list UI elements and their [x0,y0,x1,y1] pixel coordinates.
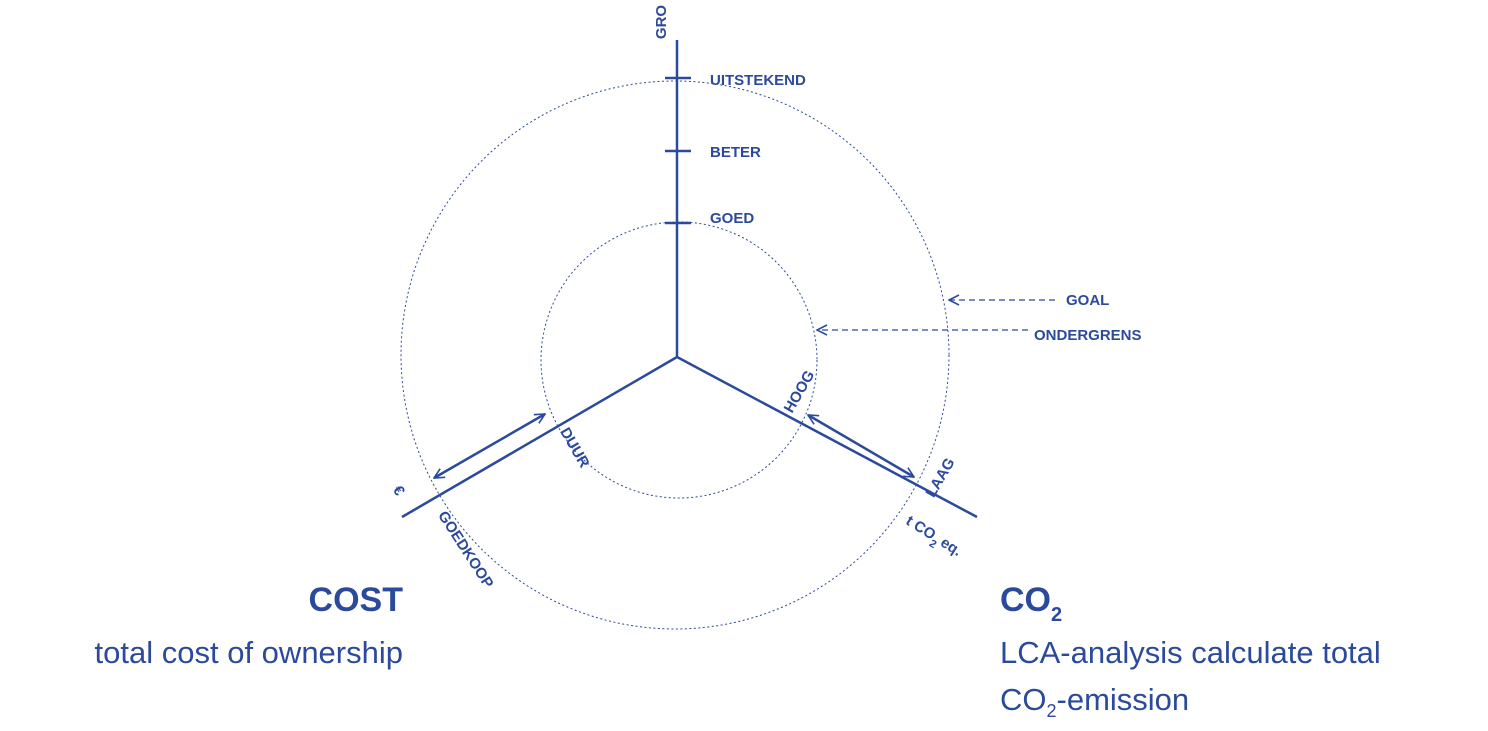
lower-circle [540,221,818,499]
title-text: CO [1000,581,1051,619]
axis-label: GRO [653,5,670,40]
cost-arrow [434,412,545,480]
axis-end: HOOG [781,368,819,416]
tick-label: BETER [710,144,761,161]
axis-end: DUUR [556,425,592,471]
cost-title: COST [309,581,404,619]
axis-end: LAAG [923,455,959,500]
unit: € [389,483,408,499]
title-sub: 2 [1051,604,1062,626]
text: CO [1000,682,1047,717]
legend-label: GOAL [1066,292,1109,309]
cost-text: total cost of ownership [95,635,403,670]
shapes [400,40,1055,630]
co2-text: CO2-emission [1000,682,1189,721]
text-sub: 2 [1047,701,1057,721]
unit-text: eq. [937,534,964,560]
unit: t CO2eq. [900,512,965,564]
unit-sub: 2 [927,538,939,551]
text: -emission [1057,682,1190,717]
cost-axis [401,355,678,519]
tick-label: UITSTEKEND [710,72,806,89]
legend-label: ONDERGRENS [1034,327,1142,344]
goal-circle [400,80,950,630]
co2-text: LCA-analysis calculate total [1000,635,1381,670]
co2-arrow [808,413,914,479]
co2-title: CO2 [1000,581,1062,626]
tick-label: GOED [710,210,754,227]
axis-end: GOEDKOOP [434,508,496,591]
